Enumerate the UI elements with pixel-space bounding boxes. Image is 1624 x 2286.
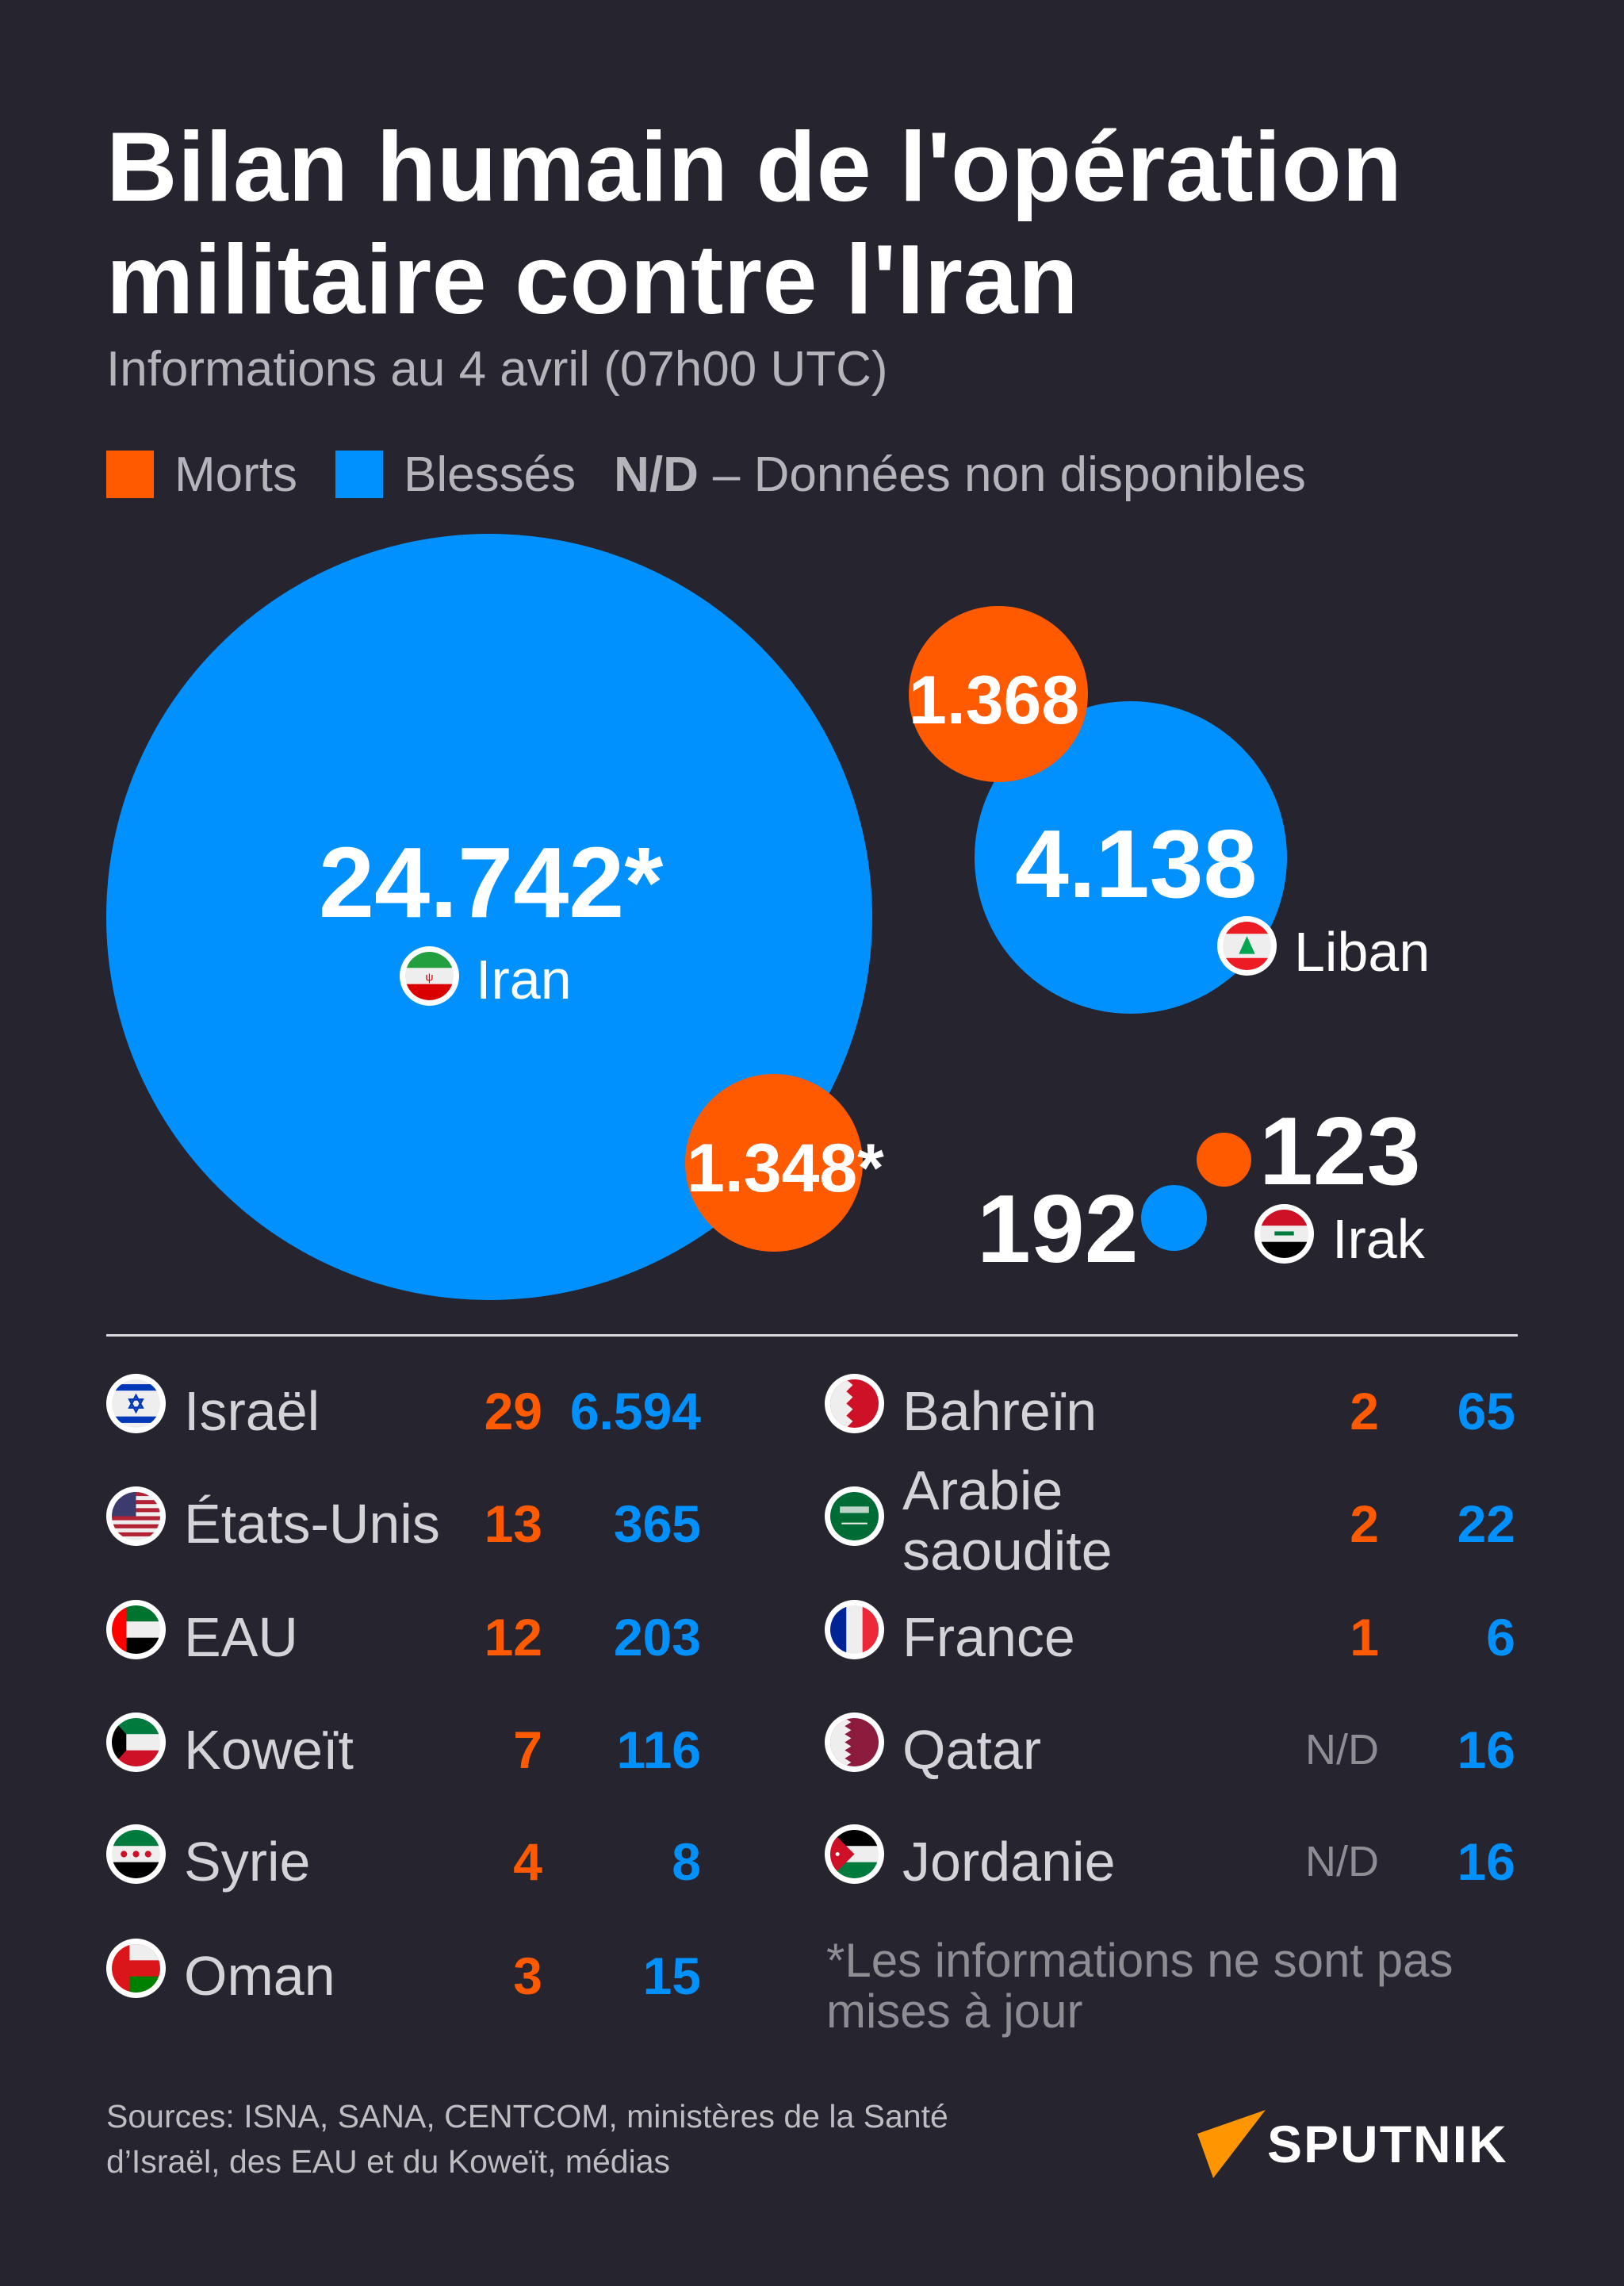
country-name: États-Unis: [184, 1493, 440, 1555]
legend: Morts Blessés N/D – Données non disponib…: [106, 446, 1306, 503]
country-name: Qatar: [902, 1719, 1042, 1781]
table-row: États-Unis 13 365: [106, 1477, 709, 1556]
legend-dead-label: Morts: [174, 447, 297, 502]
liban-label: Liban: [1294, 921, 1431, 983]
dead-value: 2: [1350, 1382, 1379, 1440]
qatar-flag-icon: [825, 1713, 884, 1772]
irak-dead-value: 123: [1259, 1097, 1421, 1205]
country-name: Bahreïn: [902, 1380, 1097, 1442]
country-name: Israël: [184, 1380, 320, 1442]
bahrain-flag-icon: [825, 1374, 884, 1433]
title-line-1: Bilan humain de l'opération: [106, 113, 1403, 222]
country-name: Jordanie: [902, 1831, 1116, 1893]
country-name: Koweït: [184, 1719, 354, 1781]
legend-nd-text: – Données non disponibles: [712, 447, 1306, 502]
country-name: Oman: [184, 1945, 335, 2007]
legend-nd-abbr: N/D: [614, 447, 699, 502]
divider: [106, 1334, 1518, 1337]
usa-flag-icon: [106, 1486, 166, 1546]
dead-value-nd: N/D: [1305, 1838, 1379, 1885]
injured-value: 16: [1457, 1832, 1515, 1891]
table-row: France 1 6: [825, 1590, 1518, 1670]
country-name-line2: saoudite: [902, 1520, 1113, 1582]
injured-value: 16: [1457, 1720, 1515, 1779]
syria-flag-icon: [106, 1824, 166, 1884]
svg-text:ψ: ψ: [425, 972, 433, 984]
iran-injured-value: 24.742*: [319, 827, 664, 938]
irak-flag-icon: [1254, 1204, 1314, 1264]
table-row: Koweït 7 116: [106, 1703, 709, 1782]
irak-label: Irak: [1332, 1208, 1425, 1270]
dead-value: 3: [513, 1947, 542, 2005]
table-row: Bahreïn 2 65: [825, 1364, 1518, 1444]
page-title: Bilan humain de l'opération militaire co…: [106, 111, 1402, 336]
dead-value: 29: [484, 1382, 542, 1440]
israel-flag-icon: [106, 1374, 166, 1433]
irak-injured-value: 192: [977, 1175, 1139, 1283]
kuwait-flag-icon: [106, 1713, 166, 1772]
injured-value: 203: [613, 1608, 701, 1667]
legend-injured-label: Blessés: [404, 447, 576, 502]
iran-flag-icon: ψ: [400, 946, 459, 1006]
dead-value-nd: N/D: [1305, 1726, 1379, 1774]
injured-value: 8: [672, 1832, 701, 1891]
jordan-flag-icon: [825, 1824, 884, 1884]
title-line-2: militaire contre l'Iran: [106, 225, 1079, 335]
injured-value: 15: [642, 1947, 701, 2005]
liban-dead-value: 1.368: [909, 662, 1080, 738]
table-row: Oman 3 15: [106, 1929, 709, 2008]
footnote: *Les informations ne sont pas mises à jo…: [826, 1934, 1454, 2038]
dead-value: 7: [513, 1720, 542, 1779]
iran-dead-bubble: [685, 1074, 863, 1252]
dead-value: 12: [484, 1608, 542, 1667]
sputnik-logo-text: SPUTNIK: [1267, 2115, 1508, 2173]
sputnik-logo: SPUTNIK: [1197, 2110, 1522, 2181]
injured-value: 6: [1486, 1608, 1515, 1667]
subtitle: Informations au 4 avril (07h00 UTC): [106, 342, 888, 397]
sputnik-logo-icon: [1197, 2110, 1266, 2178]
uae-flag-icon: [106, 1600, 166, 1659]
irak-dead-bubble: [1197, 1133, 1251, 1187]
country-name-line1: Arabie: [902, 1459, 1063, 1521]
oman-flag-icon: [106, 1939, 166, 1998]
table-row: Israël 29 6.594: [106, 1364, 709, 1444]
dead-value: 4: [513, 1832, 542, 1891]
table-row: EAU 12 203: [106, 1590, 709, 1670]
table-row: Jordanie N/D 16: [825, 1815, 1518, 1894]
legend-injured-swatch: [335, 451, 383, 498]
legend-dead-swatch: [106, 451, 154, 498]
table-row: Qatar N/D 16: [825, 1703, 1518, 1782]
irak-injured-bubble: [1141, 1185, 1207, 1251]
injured-value: 22: [1457, 1494, 1515, 1553]
table-row: Syrie 4 8: [106, 1815, 709, 1894]
country-name: Syrie: [184, 1831, 311, 1893]
saudi-arabia-flag-icon: [825, 1486, 884, 1546]
injured-value: 116: [616, 1720, 701, 1779]
dead-value: 13: [484, 1494, 542, 1553]
iran-dead-value: 1.348*: [687, 1130, 884, 1206]
injured-value: 65: [1457, 1382, 1515, 1440]
sources: Sources: ISNA, SANA, CENTCOM, ministères…: [106, 2098, 948, 2180]
liban-flag-icon: [1217, 916, 1277, 976]
dead-value: 1: [1350, 1608, 1379, 1667]
dead-value: 2: [1350, 1494, 1379, 1553]
injured-value: 365: [613, 1494, 701, 1553]
iran-label: Iran: [476, 949, 572, 1011]
liban-injured-value: 4.138: [1015, 810, 1258, 918]
table-row: Arabie saoudite 2 22: [825, 1463, 1518, 1578]
france-flag-icon: [825, 1600, 884, 1659]
country-name: France: [902, 1606, 1075, 1668]
injured-value: 6.594: [569, 1382, 701, 1440]
liban-dead-bubble: [909, 606, 1088, 782]
country-name: EAU: [184, 1606, 298, 1668]
